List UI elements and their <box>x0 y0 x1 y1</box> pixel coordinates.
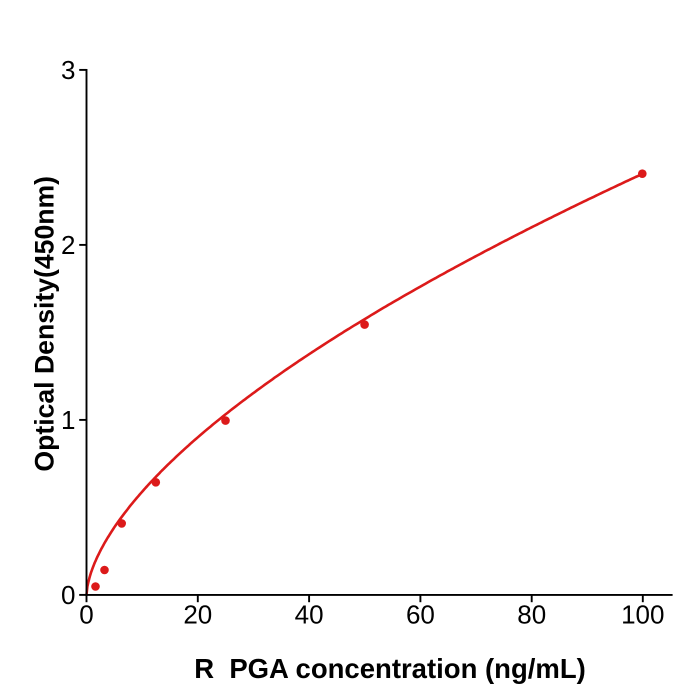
svg-text:3: 3 <box>61 55 75 85</box>
svg-text:R PGA concentration (ng/mL): R PGA concentration (ng/mL) <box>194 653 586 684</box>
svg-text:1: 1 <box>61 405 75 435</box>
svg-text:80: 80 <box>517 600 546 630</box>
svg-text:20: 20 <box>183 600 212 630</box>
svg-text:0: 0 <box>79 600 93 630</box>
svg-text:0: 0 <box>61 580 75 610</box>
svg-text:40: 40 <box>295 600 324 630</box>
svg-text:60: 60 <box>406 600 435 630</box>
svg-text:100: 100 <box>621 600 664 630</box>
svg-text:2: 2 <box>61 230 75 260</box>
svg-text:Optical Density(450nm): Optical Density(450nm) <box>30 176 60 472</box>
